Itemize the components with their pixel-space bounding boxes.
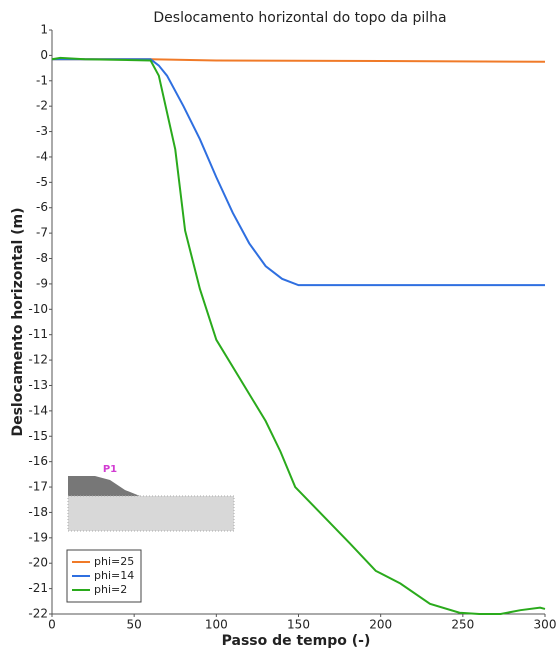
y-tick-label: -3 (36, 124, 48, 138)
x-tick-label: 150 (287, 618, 310, 632)
y-tick-label: -11 (28, 327, 48, 341)
y-tick-label: -1 (36, 73, 48, 87)
y-tick-label: -18 (28, 505, 48, 519)
y-tick-label: -5 (36, 175, 48, 189)
legend-label: phi=14 (94, 569, 134, 582)
x-tick-label: 250 (451, 618, 474, 632)
y-tick-label: -14 (28, 403, 48, 417)
y-tick-label: 0 (40, 48, 48, 62)
legend-label: phi=2 (94, 583, 127, 596)
inset-label: P1 (103, 464, 117, 475)
x-tick-label: 300 (534, 618, 557, 632)
y-tick-label: -8 (36, 251, 48, 265)
y-tick-label: -16 (28, 454, 48, 468)
x-tick-label: 50 (127, 618, 142, 632)
series-line (52, 58, 545, 287)
y-axis-title: Deslocamento horizontal (m) (10, 207, 26, 436)
y-tick-label: -7 (36, 226, 48, 240)
x-tick-label: 200 (369, 618, 392, 632)
y-tick-label: -15 (28, 429, 48, 443)
y-tick-label: 1 (40, 23, 48, 37)
y-tick-label: -17 (28, 480, 48, 494)
y-tick-label: -4 (36, 149, 48, 163)
y-tick-label: -10 (28, 302, 48, 316)
legend-label: phi=25 (94, 555, 134, 568)
y-tick-label: -6 (36, 200, 48, 214)
y-tick-label: -22 (28, 607, 48, 621)
y-tick-label: -20 (28, 556, 48, 570)
y-tick-label: -12 (28, 353, 48, 367)
y-tick-label: -13 (28, 378, 48, 392)
x-tick-label: 0 (48, 618, 56, 632)
chart-title: Deslocamento horizontal do topo da pilha (153, 10, 446, 26)
y-tick-label: -2 (36, 99, 48, 113)
y-tick-label: -19 (28, 530, 48, 544)
series-line (51, 56, 546, 615)
y-tick-label: -9 (36, 276, 48, 290)
x-axis-title: Passo de tempo (-) (222, 633, 371, 648)
x-tick-label: 100 (205, 618, 228, 632)
y-tick-label: -21 (28, 581, 48, 595)
inset-image (67, 476, 235, 532)
